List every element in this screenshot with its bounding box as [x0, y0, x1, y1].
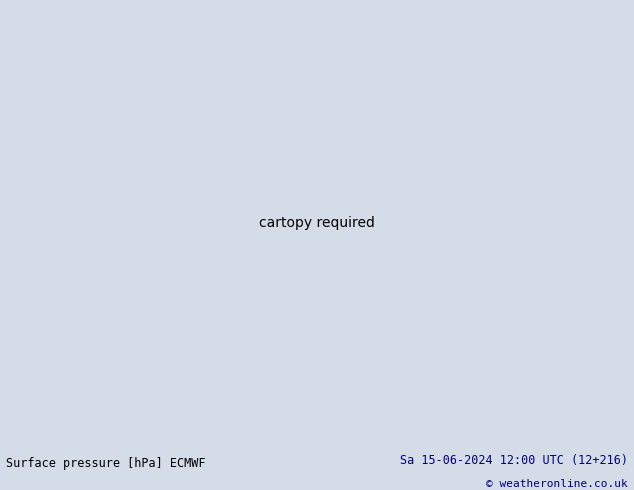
Text: Sa 15-06-2024 12:00 UTC (12+216): Sa 15-06-2024 12:00 UTC (12+216): [399, 454, 628, 467]
Text: Surface pressure [hPa] ECMWF: Surface pressure [hPa] ECMWF: [6, 457, 206, 470]
Text: cartopy required: cartopy required: [259, 217, 375, 230]
Text: © weatheronline.co.uk: © weatheronline.co.uk: [486, 479, 628, 489]
